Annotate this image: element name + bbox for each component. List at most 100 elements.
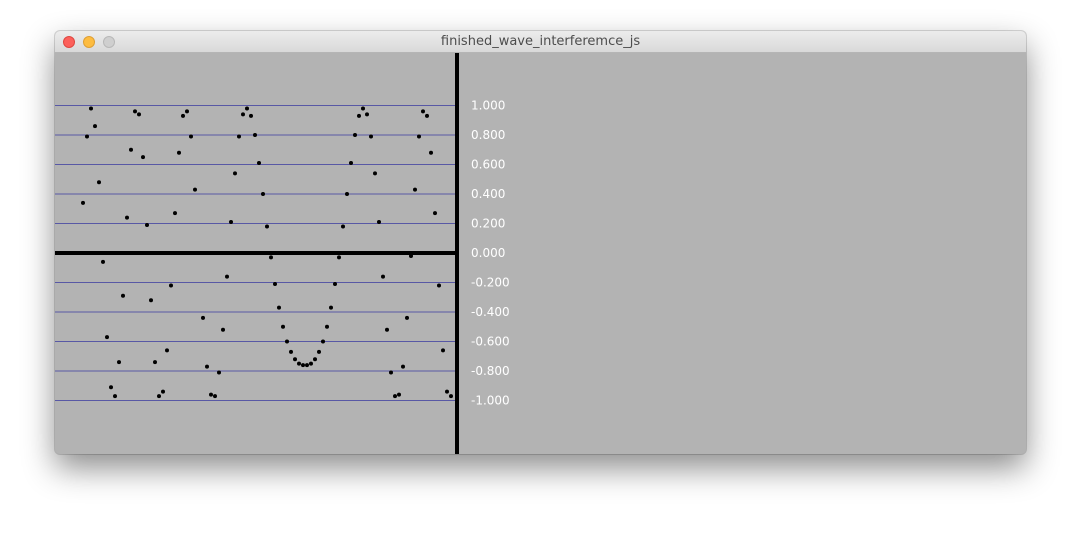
close-window-button[interactable]	[63, 36, 75, 48]
wave-point	[253, 133, 257, 137]
y-tick-label: 1.000	[471, 99, 505, 113]
wave-point	[141, 155, 145, 160]
wave-point	[125, 215, 129, 220]
wave-point	[437, 283, 441, 288]
wave-point	[265, 224, 269, 229]
y-tick-label: 0.400	[471, 187, 505, 201]
wave-point	[301, 363, 305, 368]
wave-point	[181, 113, 185, 118]
wave-point	[389, 370, 393, 375]
wave-point	[97, 180, 101, 185]
wave-point	[397, 392, 401, 397]
wave-point	[241, 112, 245, 117]
wave-point	[157, 394, 161, 399]
wave-point	[221, 327, 225, 332]
wave-point	[401, 364, 405, 369]
wave-plot: 1.000 0.800 0.600 0.400 0.200 0.000 -0.200 -0.4…	[55, 53, 510, 454]
wave-point	[205, 364, 209, 369]
wave-point	[261, 192, 265, 196]
wave-point	[173, 211, 177, 216]
wave-point	[213, 394, 217, 399]
wave-point	[365, 112, 369, 117]
wave-point	[433, 211, 437, 216]
wave-point	[413, 187, 417, 192]
wave-point	[321, 339, 325, 344]
wave-point	[209, 392, 213, 397]
title-bar[interactable]: finished_wave_interferemce_js	[55, 31, 1026, 53]
wave-point	[153, 360, 157, 365]
wave-point	[105, 335, 109, 340]
wave-point	[121, 293, 125, 298]
wave-point	[225, 274, 229, 279]
wave-point	[133, 109, 137, 114]
wave-point	[429, 150, 433, 155]
wave-point	[293, 357, 297, 362]
wave-point	[357, 113, 361, 118]
wave-point	[337, 255, 341, 260]
wave-point	[233, 171, 237, 176]
wave-point	[269, 255, 273, 260]
wave-point	[449, 394, 453, 399]
y-tick-label: -0.400	[471, 305, 510, 319]
wave-point	[281, 324, 285, 329]
wave-point	[273, 281, 277, 286]
wave-point	[177, 150, 181, 155]
minimize-window-button[interactable]	[83, 36, 95, 48]
wave-point	[317, 349, 321, 354]
wave-point	[445, 389, 449, 394]
wave-point	[185, 109, 189, 114]
wave-point	[245, 106, 249, 111]
wave-point	[101, 259, 105, 264]
y-tick-label: -0.600	[471, 335, 510, 349]
wave-point	[309, 361, 313, 366]
wave-point	[169, 283, 173, 288]
wave-point	[345, 192, 349, 196]
y-tick-label: 0.200	[471, 217, 505, 231]
wave-point	[237, 134, 241, 139]
wave-point	[113, 394, 117, 399]
y-tick-label: 0.800	[471, 128, 505, 142]
wave-point	[385, 327, 389, 332]
wave-point	[441, 348, 445, 353]
wave-point	[229, 220, 233, 225]
y-tick-label: -0.800	[471, 364, 510, 378]
wave-point	[89, 106, 93, 111]
wave-point	[377, 220, 381, 225]
wave-point	[329, 305, 333, 310]
wave-point	[81, 200, 85, 205]
wave-point	[341, 224, 345, 229]
wave-point	[333, 281, 337, 286]
wave-point	[189, 134, 193, 139]
wave-point	[409, 253, 413, 258]
wave-point	[161, 389, 165, 394]
wave-point	[285, 339, 289, 344]
y-tick-label: 0.600	[471, 158, 505, 172]
wave-point	[257, 161, 261, 166]
wave-point	[381, 274, 385, 279]
wave-point	[325, 324, 329, 329]
y-tick-label: -0.200	[471, 276, 510, 290]
wave-point	[297, 361, 301, 366]
wave-point	[137, 112, 141, 117]
zoom-window-button[interactable]	[103, 36, 115, 48]
wave-point	[425, 113, 429, 118]
y-tick-label: -1.000	[471, 394, 510, 408]
wave-point	[393, 394, 397, 399]
window-title: finished_wave_interferemce_js	[440, 34, 641, 49]
wave-point	[201, 315, 205, 320]
wave-point	[145, 222, 149, 227]
wave-point	[249, 113, 253, 118]
wave-point	[165, 348, 169, 353]
app-window: finished_wave_interferemce_js 1.000 0.800…	[55, 31, 1026, 454]
y-tick-label: 0.000	[471, 246, 505, 260]
wave-point	[305, 363, 309, 368]
wave-point	[369, 134, 373, 139]
wave-point	[193, 187, 197, 192]
wave-point	[361, 106, 365, 111]
wave-point	[417, 134, 421, 139]
wave-point	[373, 171, 377, 176]
wave-point	[349, 161, 353, 166]
wave-point	[353, 133, 357, 137]
wave-point	[405, 315, 409, 320]
sketch-canvas[interactable]: 1.000 0.800 0.600 0.400 0.200 0.000 -0.200 -0.4…	[55, 53, 1026, 454]
